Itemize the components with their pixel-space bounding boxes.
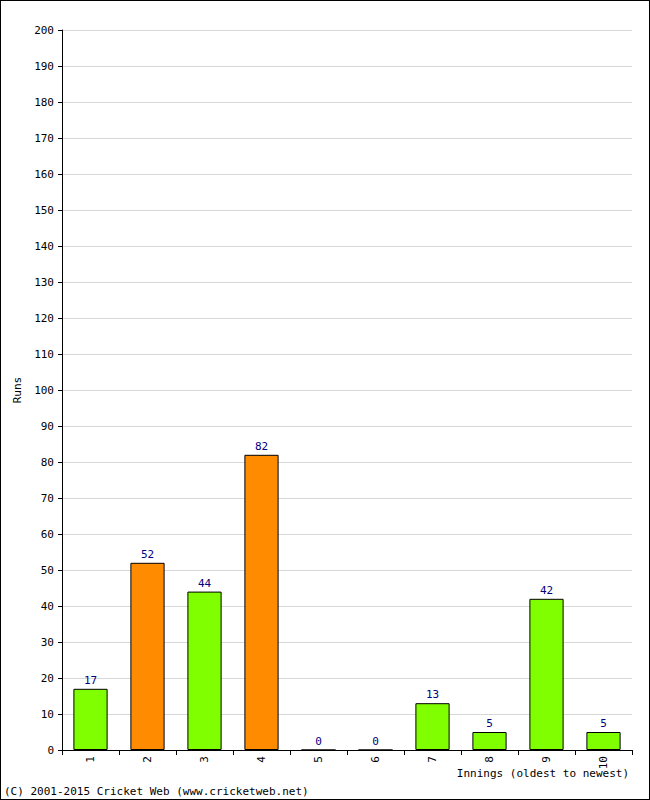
svg-text:Runs: Runs (11, 377, 24, 404)
svg-text:(C) 2001-2015 Cricket Web (www: (C) 2001-2015 Cricket Web (www.cricketwe… (4, 785, 309, 798)
svg-text:42: 42 (540, 584, 553, 597)
svg-text:120: 120 (34, 312, 54, 325)
svg-text:160: 160 (34, 168, 54, 181)
svg-text:170: 170 (34, 132, 54, 145)
svg-text:2: 2 (141, 756, 154, 763)
svg-text:5: 5 (486, 717, 493, 730)
svg-text:10: 10 (41, 708, 54, 721)
svg-text:190: 190 (34, 60, 54, 73)
svg-text:0: 0 (315, 735, 322, 748)
svg-text:20: 20 (41, 672, 54, 685)
svg-text:130: 130 (34, 276, 54, 289)
svg-text:Innings (oldest to newest): Innings (oldest to newest) (456, 767, 629, 780)
svg-text:0: 0 (47, 744, 54, 757)
svg-text:8: 8 (483, 756, 496, 763)
svg-text:9: 9 (540, 756, 553, 763)
svg-text:200: 200 (34, 24, 54, 37)
svg-text:70: 70 (41, 492, 54, 505)
svg-text:52: 52 (141, 548, 154, 561)
svg-text:1: 1 (84, 756, 97, 763)
svg-text:30: 30 (41, 636, 54, 649)
svg-text:0: 0 (372, 735, 379, 748)
svg-text:3: 3 (198, 756, 211, 763)
svg-text:5: 5 (312, 756, 325, 763)
svg-text:82: 82 (255, 440, 268, 453)
svg-text:5: 5 (600, 717, 607, 730)
svg-text:140: 140 (34, 240, 54, 253)
svg-text:110: 110 (34, 348, 54, 361)
svg-text:80: 80 (41, 456, 54, 469)
svg-text:4: 4 (255, 756, 268, 763)
svg-text:10: 10 (597, 756, 610, 769)
svg-text:150: 150 (34, 204, 54, 217)
svg-text:60: 60 (41, 528, 54, 541)
svg-text:44: 44 (198, 577, 212, 590)
svg-text:17: 17 (84, 674, 97, 687)
svg-text:6: 6 (369, 756, 382, 763)
svg-text:90: 90 (41, 420, 54, 433)
svg-text:180: 180 (34, 96, 54, 109)
svg-text:7: 7 (426, 756, 439, 763)
svg-text:13: 13 (426, 688, 439, 701)
svg-text:40: 40 (41, 600, 54, 613)
svg-text:50: 50 (41, 564, 54, 577)
svg-text:100: 100 (34, 384, 54, 397)
